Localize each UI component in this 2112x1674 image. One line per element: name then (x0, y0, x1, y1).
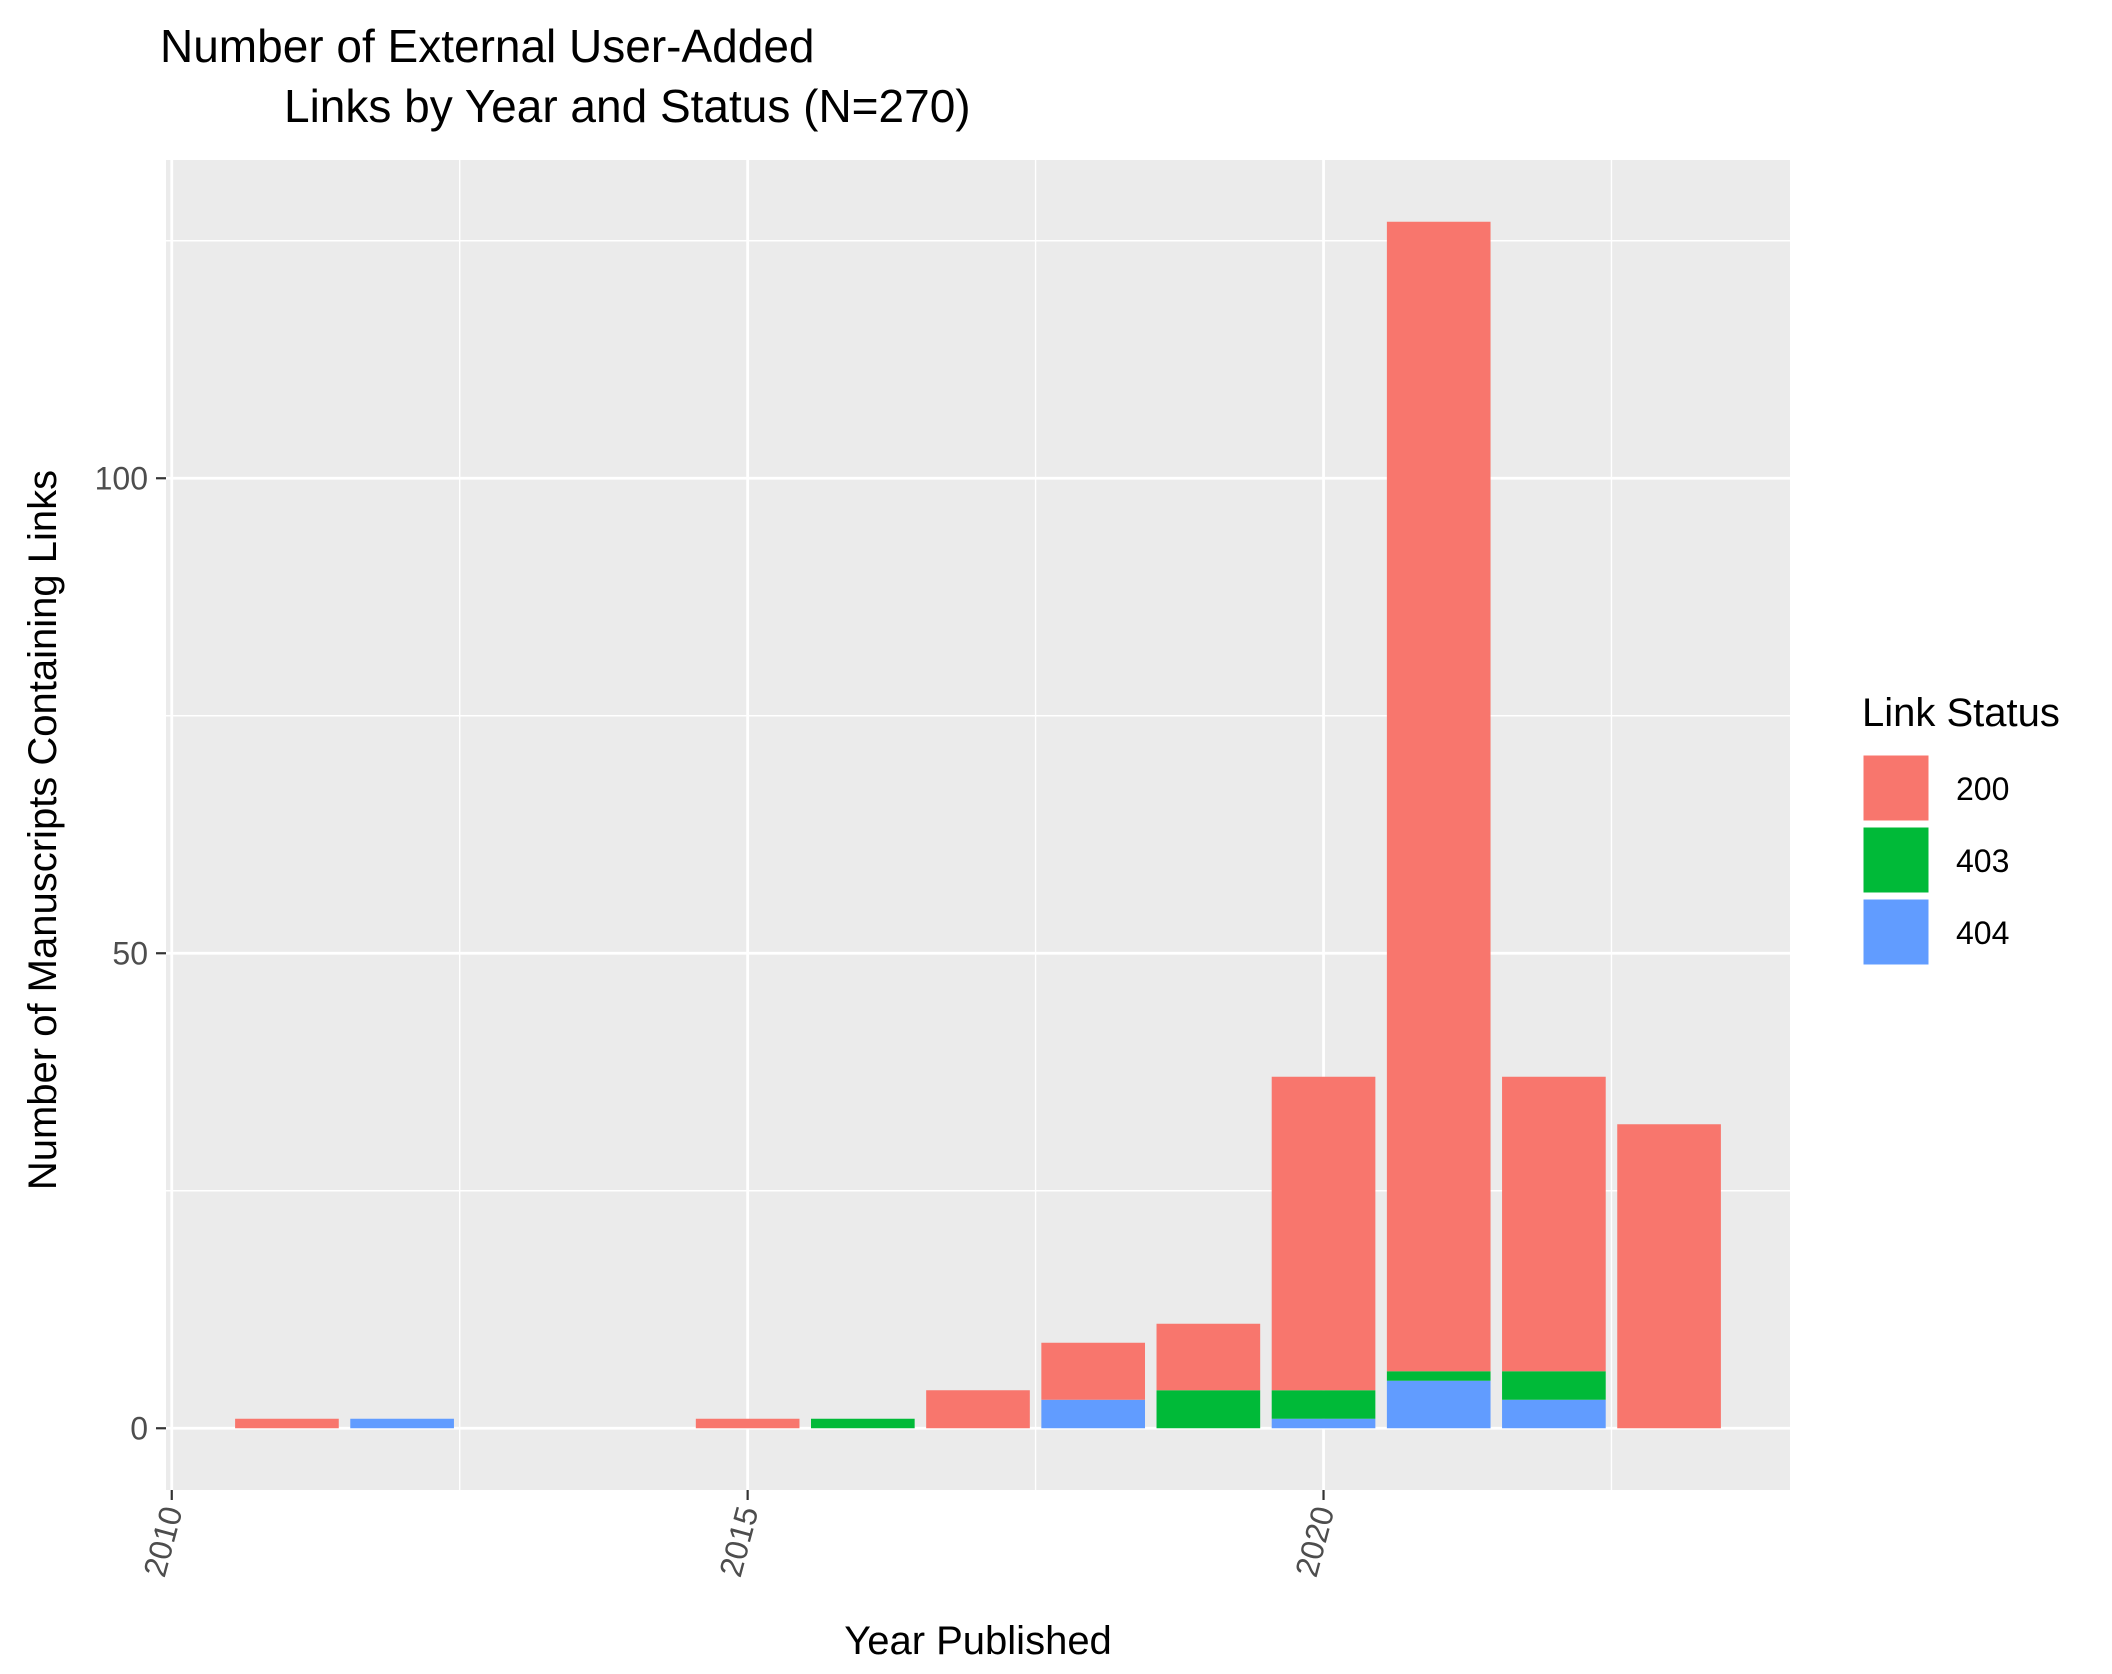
bar-2022-status-200 (1502, 1076, 1606, 1372)
bar-2021-status-403 (1386, 1371, 1491, 1381)
bar-2012-status-404 (350, 1418, 454, 1429)
bar-2017-status-200 (926, 1390, 1030, 1429)
legend-label-403: 403 (1956, 843, 2009, 879)
chart-title-line-2: Links by Year and Status (N=270) (284, 80, 971, 132)
bar-2019-status-403 (1156, 1390, 1261, 1429)
bar-2020-status-404 (1271, 1418, 1376, 1429)
y-tick-label: 100 (95, 460, 148, 496)
x-tick-label: 2020 (1288, 1502, 1341, 1580)
bar-2022-status-403 (1502, 1371, 1606, 1400)
bar-2021-status-200 (1386, 221, 1491, 1372)
bar-2018-status-200 (1041, 1342, 1146, 1400)
bar-2016-status-403 (810, 1418, 915, 1429)
legend-key-403 (1860, 824, 1932, 896)
y-tick-label: 50 (112, 935, 148, 971)
bar-2011-status-200 (235, 1418, 339, 1429)
legend-key-404 (1860, 896, 1932, 968)
y-tick-label: 0 (130, 1410, 148, 1446)
bar-2020-status-403 (1271, 1390, 1376, 1419)
bar-2018-status-404 (1041, 1399, 1146, 1429)
legend-label-404: 404 (1956, 915, 2009, 951)
legend-key-200 (1860, 752, 1932, 824)
legend: Link Status 200 403 404 (1860, 691, 2060, 968)
y-axis-title: Number of Manuscripts Containing Links (21, 470, 65, 1190)
bar-2020-status-200 (1271, 1076, 1376, 1391)
chart-title-line-1: Number of External User-Added (160, 20, 815, 72)
bars (235, 221, 1721, 1429)
x-axis-title: Year Published (844, 1619, 1112, 1663)
bar-2022-status-404 (1502, 1399, 1606, 1429)
bar-2015-status-200 (695, 1418, 800, 1429)
legend-label-200: 200 (1956, 771, 2009, 807)
bar-2023-status-200 (1617, 1124, 1721, 1429)
x-tick-label: 2010 (136, 1502, 189, 1580)
bar-2019-status-200 (1156, 1323, 1261, 1391)
x-tick-label: 2015 (712, 1502, 765, 1580)
bar-2021-status-404 (1386, 1380, 1491, 1429)
legend-title: Link Status (1862, 691, 2060, 735)
